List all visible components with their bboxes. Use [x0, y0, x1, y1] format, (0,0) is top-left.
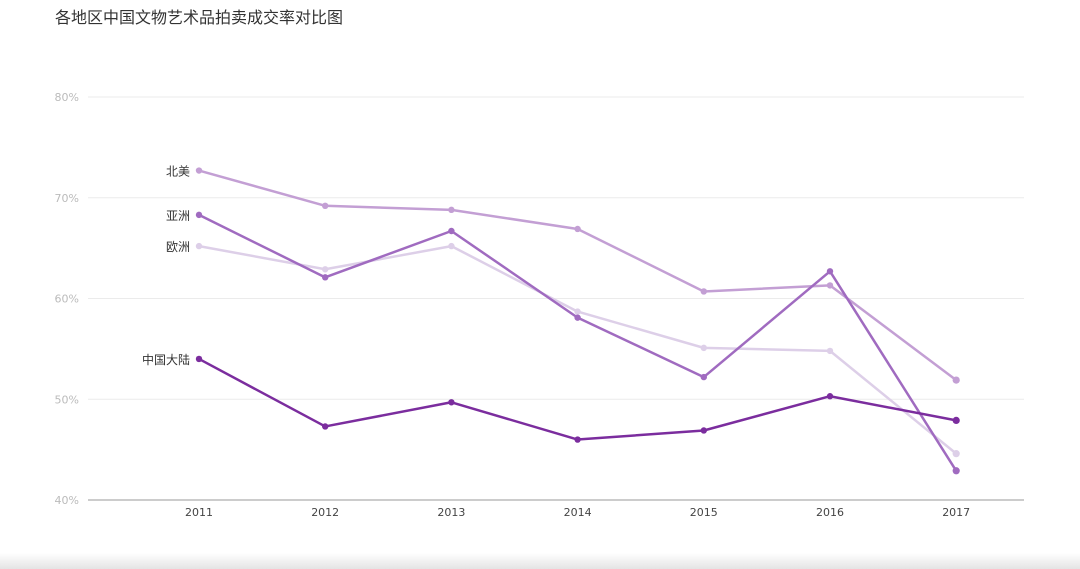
- data-point: [448, 399, 455, 406]
- data-point: [952, 376, 960, 384]
- data-point: [826, 268, 834, 275]
- data-point: [826, 282, 834, 289]
- y-tick-label: 40%: [55, 494, 79, 507]
- data-point: [700, 344, 707, 352]
- data-point: [448, 206, 455, 214]
- data-point: [195, 355, 203, 363]
- data-point: [195, 211, 203, 219]
- y-axis: 40% 50% 60% 70% 80%: [55, 91, 79, 507]
- x-tick-label: 2012: [311, 506, 339, 519]
- bottom-shadow: [0, 553, 1080, 569]
- series-group: [195, 167, 960, 475]
- y-tick-label: 70%: [55, 192, 79, 205]
- data-point: [322, 274, 329, 281]
- x-tick-label: 2015: [690, 506, 718, 519]
- x-axis: 2011 2012 2013 2014 2015 2016 2017: [185, 506, 970, 519]
- data-point: [952, 416, 960, 425]
- data-point: [700, 288, 707, 295]
- data-point: [322, 266, 329, 273]
- data-point: [448, 242, 455, 250]
- data-point: [574, 225, 581, 233]
- data-point: [322, 202, 329, 210]
- series-line: [197, 169, 958, 382]
- series-label: 欧洲: [166, 240, 190, 254]
- data-point: [574, 436, 581, 443]
- data-point: [700, 427, 707, 434]
- x-tick-label: 2017: [942, 506, 970, 519]
- data-point: [952, 467, 960, 475]
- data-point: [448, 227, 455, 235]
- x-tick-label: 2014: [564, 506, 592, 519]
- chart-title: 各地区中国文物艺术品拍卖成交率对比图: [55, 8, 344, 27]
- data-point: [322, 423, 329, 430]
- data-point: [700, 373, 707, 381]
- series-line: [197, 244, 958, 455]
- data-point: [195, 242, 203, 250]
- series-label: 亚洲: [166, 209, 190, 223]
- y-tick-label: 50%: [55, 393, 79, 406]
- y-tick-label: 80%: [55, 91, 79, 104]
- data-point: [574, 308, 581, 315]
- data-point: [952, 450, 960, 458]
- series-line: [197, 213, 958, 473]
- x-tick-label: 2013: [437, 506, 465, 519]
- y-tick-label: 60%: [55, 293, 79, 306]
- data-point: [826, 393, 834, 400]
- x-tick-label: 2011: [185, 506, 213, 519]
- x-tick-label: 2016: [816, 506, 844, 519]
- data-point: [195, 167, 203, 174]
- data-point: [574, 314, 581, 321]
- data-point: [826, 347, 834, 355]
- series-label: 北美: [166, 165, 190, 179]
- grid-lines: [88, 96, 1024, 501]
- series-label: 中国大陆: [142, 352, 190, 367]
